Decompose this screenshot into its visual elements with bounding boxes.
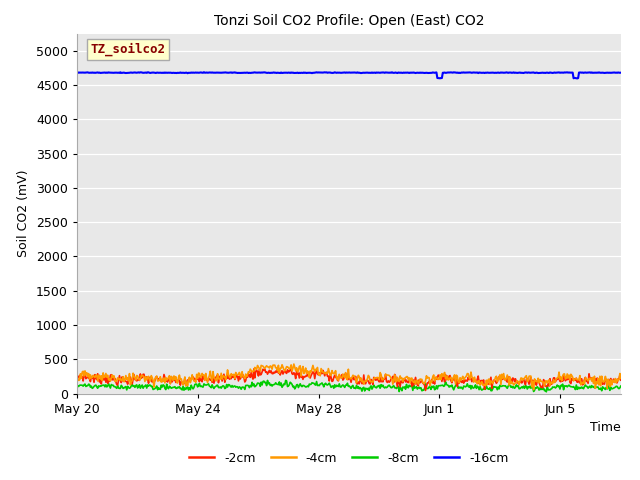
-4cm: [73, 372, 81, 378]
-2cm: [320, 370, 328, 375]
-8cm: [543, 389, 550, 395]
-16cm: [214, 70, 221, 75]
-4cm: [483, 382, 491, 387]
-16cm: [320, 70, 328, 75]
X-axis label: Time: Time: [590, 421, 621, 434]
-2cm: [484, 381, 492, 387]
-2cm: [73, 370, 81, 376]
-16cm: [573, 75, 581, 81]
-8cm: [73, 384, 81, 390]
Y-axis label: Soil CO2 (mV): Soil CO2 (mV): [17, 170, 30, 257]
-16cm: [483, 70, 491, 75]
-8cm: [483, 385, 491, 391]
-16cm: [394, 70, 402, 75]
-8cm: [437, 383, 445, 388]
-4cm: [394, 377, 402, 383]
-4cm: [169, 377, 177, 383]
-8cm: [213, 383, 221, 388]
Line: -2cm: -2cm: [77, 368, 621, 390]
-2cm: [169, 374, 177, 380]
Legend: -2cm, -4cm, -8cm, -16cm: -2cm, -4cm, -8cm, -16cm: [184, 447, 513, 469]
Title: Tonzi Soil CO2 Profile: Open (East) CO2: Tonzi Soil CO2 Profile: Open (East) CO2: [214, 14, 484, 28]
-8cm: [320, 384, 328, 390]
Text: TZ_soilco2: TZ_soilco2: [90, 43, 165, 56]
-2cm: [617, 377, 625, 383]
-16cm: [437, 75, 445, 81]
Line: -16cm: -16cm: [77, 72, 621, 78]
-16cm: [169, 70, 177, 76]
-16cm: [617, 70, 625, 75]
-4cm: [290, 361, 298, 367]
-8cm: [617, 383, 625, 389]
-4cm: [530, 387, 538, 393]
-2cm: [274, 365, 282, 371]
Line: -8cm: -8cm: [77, 380, 621, 392]
-2cm: [438, 379, 445, 384]
-16cm: [200, 69, 208, 75]
-4cm: [320, 370, 328, 376]
-4cm: [213, 378, 221, 384]
-4cm: [617, 375, 625, 381]
-8cm: [169, 384, 177, 390]
-2cm: [422, 387, 429, 393]
-8cm: [394, 384, 402, 389]
Line: -4cm: -4cm: [77, 364, 621, 390]
-16cm: [73, 70, 81, 75]
-2cm: [213, 373, 221, 379]
-8cm: [282, 377, 289, 383]
-2cm: [394, 378, 402, 384]
-4cm: [437, 376, 445, 382]
